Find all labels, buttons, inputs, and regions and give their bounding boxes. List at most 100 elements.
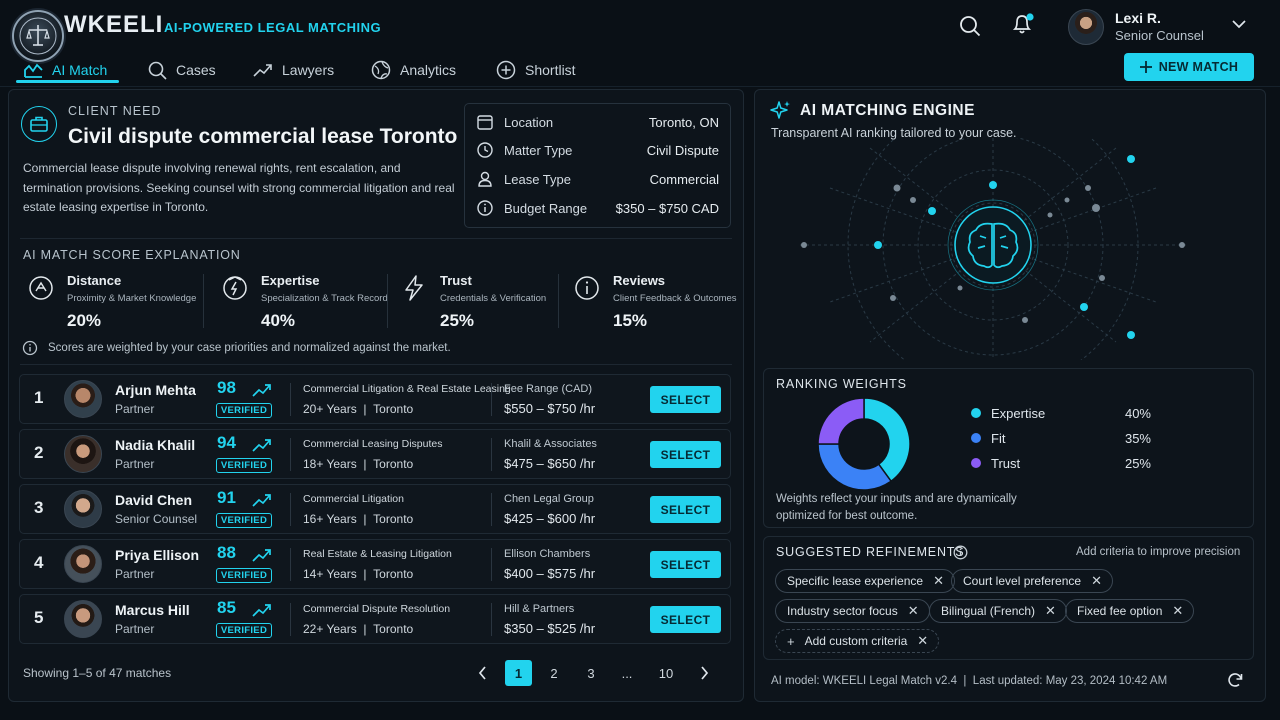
nav-tab-label: Shortlist: [525, 62, 576, 78]
brand-logo[interactable]: [12, 10, 64, 62]
detail-value: Civil Dispute: [646, 142, 719, 158]
refinement-chip[interactable]: Fixed fee option ✕: [1065, 599, 1195, 623]
lawyer-specialty: Commercial Litigation: [303, 493, 404, 505]
match-score: 85: [217, 598, 236, 617]
prev-page-button[interactable]: [471, 660, 493, 686]
row-divider: [290, 383, 291, 416]
select-button[interactable]: SELECT: [650, 386, 721, 413]
close-icon[interactable]: ✕: [1172, 603, 1184, 618]
active-tab-indicator: [16, 80, 119, 83]
brain-icon: [967, 222, 1019, 269]
trend-icon: [253, 64, 272, 77]
refinements-info-button[interactable]: [953, 545, 968, 560]
factor-name: Reviews: [613, 273, 666, 288]
lawyer-firm: Khalil & Associates: [504, 438, 597, 450]
lawyer-city: Toronto: [373, 567, 414, 581]
page-button-1[interactable]: 1: [505, 660, 532, 686]
close-icon[interactable]: ✕: [907, 603, 919, 618]
info-icon: [22, 340, 38, 356]
select-button[interactable]: SELECT: [650, 551, 721, 578]
years-experience: 20+ Years: [303, 402, 357, 416]
nav-tab-label: Analytics: [400, 62, 457, 78]
close-icon[interactable]: ✕: [917, 633, 929, 648]
chip-label: Add custom criteria: [804, 634, 908, 648]
lawyer-row[interactable]: 1 Arjun Mehta Partner 98 VERIFIED Commer…: [19, 374, 731, 424]
section-divider: [20, 238, 732, 239]
lawyer-row[interactable]: 3 David Chen Senior Counsel 91 VERIFIED …: [19, 484, 731, 534]
lawyer-avatar: [64, 600, 102, 638]
detail-value: $350 – $750 CAD: [615, 200, 719, 216]
lawyer-role: Senior Counsel: [115, 512, 198, 526]
notifications-button[interactable]: [1010, 11, 1036, 37]
lawyer-role: Partner: [115, 567, 155, 581]
select-button[interactable]: SELECT: [650, 496, 721, 523]
lawyer-city: Toronto: [373, 622, 414, 636]
refinement-chip[interactable]: Court level preference ✕: [951, 569, 1113, 593]
page-button-10[interactable]: 10: [658, 665, 674, 681]
factor-description: Client Feedback & Outcomes: [613, 293, 737, 304]
row-divider: [290, 438, 291, 471]
lawyer-row[interactable]: 4 Priya Ellison Partner 88 VERIFIED Real…: [19, 539, 731, 589]
refinement-chip[interactable]: Specific lease experience ✕: [775, 569, 955, 593]
globe-icon: [371, 60, 391, 80]
lawyer-row[interactable]: 2 Nadia Khalil Partner 94 VERIFIED Comme…: [19, 429, 731, 479]
match-score: 91: [217, 488, 236, 507]
new-match-button[interactable]: NEW MATCH: [1124, 53, 1254, 81]
lawyer-firm: Fee Range (CAD): [504, 383, 593, 395]
refinements-heading: SUGGESTED REFINEMENTS: [776, 545, 965, 559]
search-button[interactable]: [959, 15, 981, 37]
info-icon: [953, 545, 968, 560]
factor-percent: 20%: [67, 311, 102, 330]
lawyer-experience: 20+ Years | Toronto: [303, 402, 414, 416]
weight-label: Fit: [991, 430, 1006, 446]
factor-percent: 40%: [261, 311, 296, 330]
years-experience: 14+ Years: [303, 567, 357, 581]
brand-name: WKEELI: [64, 11, 164, 38]
refresh-button[interactable]: [1226, 671, 1244, 689]
factor-divider: [203, 274, 204, 328]
plus-circle-icon: [496, 60, 516, 80]
matching-network-graphic: [800, 138, 1186, 360]
user-avatar[interactable]: [1068, 9, 1104, 45]
verified-badge: VERIFIED: [216, 513, 272, 528]
nav-tab-lawyers[interactable]: Lawyers: [253, 56, 334, 84]
match-score: 88: [217, 543, 236, 562]
close-icon[interactable]: ✕: [933, 573, 944, 588]
nav-tab-shortlist[interactable]: Shortlist: [496, 56, 576, 84]
lawyer-row[interactable]: 5 Marcus Hill Partner 85 VERIFIED Commer…: [19, 594, 731, 644]
row-divider: [491, 438, 492, 471]
add-custom-criteria-button[interactable]: + Add custom criteria ✕: [775, 629, 940, 653]
chip-label: Bilingual (French): [941, 604, 1036, 618]
weight-value: 25%: [1124, 455, 1151, 471]
chip-label: Industry sector focus: [787, 604, 898, 618]
refresh-icon: [1228, 673, 1243, 687]
select-button[interactable]: SELECT: [650, 441, 721, 468]
detail-label: Budget Range: [504, 200, 588, 216]
nav-tab-cases[interactable]: Cases: [148, 56, 216, 84]
user-name: Lexi R.: [1115, 10, 1161, 26]
bolt-icon: [405, 275, 423, 301]
case-details-card: [464, 103, 731, 228]
client-need-description: Commercial lease dispute involving renew…: [23, 161, 455, 214]
legend-dot: [971, 433, 981, 443]
user-menu-toggle[interactable]: [1232, 19, 1246, 29]
page-button-2[interactable]: 2: [550, 665, 558, 681]
lawyer-role: Partner: [115, 457, 155, 471]
detail-label: Location: [504, 114, 554, 130]
weight-label: Expertise: [991, 405, 1046, 421]
plus-icon: [1139, 61, 1152, 73]
next-page-button[interactable]: [693, 660, 715, 686]
select-button[interactable]: SELECT: [650, 606, 721, 633]
nav-tab-analytics[interactable]: Analytics: [371, 56, 456, 84]
close-icon[interactable]: ✕: [1045, 603, 1056, 618]
lawyer-city: Toronto: [373, 512, 414, 526]
nav-tab-ai-match[interactable]: AI Match: [24, 56, 107, 84]
refinement-chip[interactable]: Industry sector focus ✕: [775, 599, 930, 623]
suggested-refinements-card: [763, 536, 1254, 660]
close-icon[interactable]: ✕: [1091, 573, 1102, 588]
search-icon: [960, 16, 981, 37]
lawyer-avatar: [64, 490, 102, 528]
trend-up-icon: [252, 549, 271, 562]
page-button-3[interactable]: 3: [587, 665, 595, 681]
refinement-chip[interactable]: Bilingual (French) ✕: [929, 599, 1067, 623]
